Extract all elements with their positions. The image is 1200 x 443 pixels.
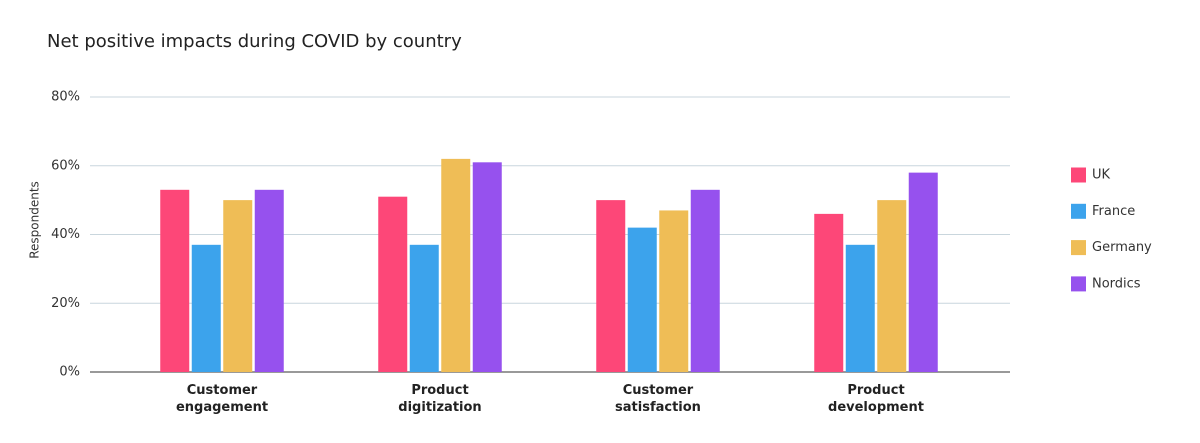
bar: [441, 158, 471, 372]
legend-label: UK: [1092, 168, 1111, 183]
legend-swatch: [1071, 240, 1086, 256]
y-axis-label: Respondents: [28, 181, 42, 259]
y-tick-label: 80%: [51, 90, 80, 105]
legend-label: Nordics: [1092, 276, 1141, 291]
bar: [690, 189, 720, 372]
x-tick-label: Product development: [828, 383, 924, 415]
legend-label: France: [1092, 204, 1135, 219]
bar: [223, 200, 253, 372]
y-tick-label: 0%: [59, 365, 80, 380]
chart-title: Net positive impacts during COVID by cou…: [47, 31, 462, 52]
bar: [627, 227, 657, 372]
bar: [191, 244, 221, 372]
x-tick-label: Product digitization: [398, 383, 482, 415]
bar: [845, 244, 875, 372]
y-tick-label: 20%: [51, 296, 80, 311]
bar: [814, 213, 844, 372]
x-tick-label: Customer engagement: [175, 383, 269, 415]
legend-swatch: [1071, 203, 1086, 219]
legend-label: Germany: [1092, 240, 1152, 255]
x-tick-label: Customer satisfaction: [615, 383, 701, 415]
bar: [472, 162, 502, 372]
bar: [409, 244, 439, 372]
bar: [908, 172, 938, 372]
bar: [596, 200, 626, 372]
bar: [659, 210, 689, 372]
bar: [160, 189, 190, 372]
y-tick-label: 40%: [51, 227, 80, 242]
bar: [378, 196, 408, 372]
legend-swatch: [1071, 167, 1086, 183]
y-tick-label: 60%: [51, 158, 80, 173]
legend-swatch: [1071, 276, 1086, 292]
bar: [254, 189, 284, 372]
bar: [877, 200, 907, 372]
